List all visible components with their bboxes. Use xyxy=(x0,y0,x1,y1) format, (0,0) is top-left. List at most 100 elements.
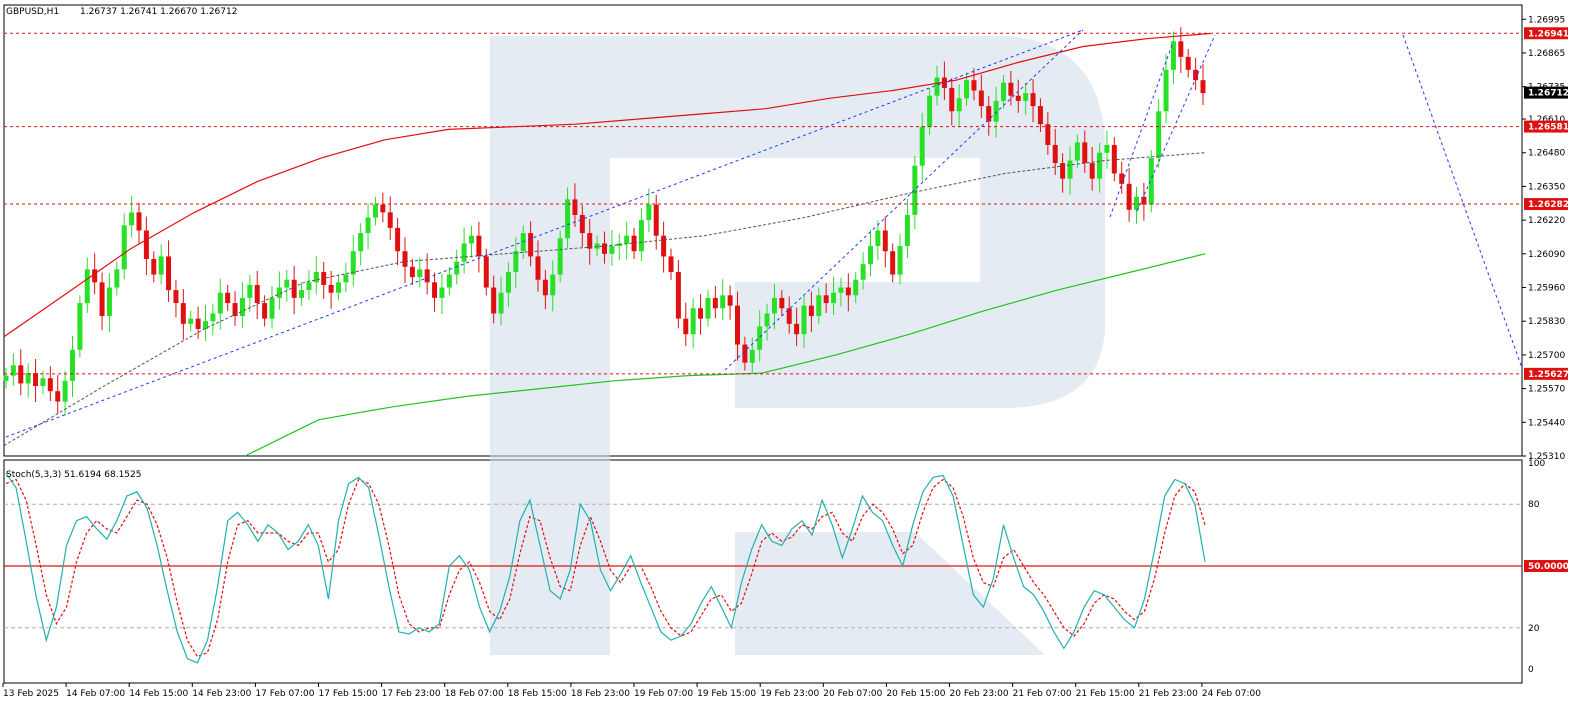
x-tick-label: 20 Feb 15:00 xyxy=(886,689,945,699)
candle xyxy=(203,321,208,329)
x-tick-label: 19 Feb 23:00 xyxy=(760,689,819,699)
candle xyxy=(971,80,977,91)
y-tick-label: 1.26090 xyxy=(1528,250,1565,260)
candle xyxy=(550,274,556,296)
candle xyxy=(395,227,401,252)
x-tick-label: 24 Feb 07:00 xyxy=(1202,689,1261,699)
stochastic-label: Stoch(5,3,3) 51.6194 68.1525 xyxy=(6,470,141,480)
candle xyxy=(158,256,164,275)
candle xyxy=(557,238,563,275)
candle xyxy=(1030,93,1036,107)
candle xyxy=(727,295,733,306)
candle xyxy=(904,214,910,247)
candle xyxy=(579,214,585,234)
candle xyxy=(299,290,305,298)
y-tick-label: 1.25960 xyxy=(1528,284,1565,294)
x-tick-label: 17 Feb 23:00 xyxy=(382,689,441,699)
price-level-tag xyxy=(1524,198,1568,211)
candle xyxy=(210,313,216,322)
candle xyxy=(860,264,866,280)
candle xyxy=(949,87,955,112)
candle xyxy=(387,212,393,228)
x-tick-label: 14 Feb 07:00 xyxy=(66,689,125,699)
candle xyxy=(70,349,75,381)
y-tick-label: 1.26480 xyxy=(1528,149,1565,159)
candle xyxy=(358,233,364,252)
candle xyxy=(380,204,386,213)
candle xyxy=(47,378,53,392)
candle xyxy=(882,230,888,252)
x-tick-label: 14 Feb 15:00 xyxy=(129,689,188,699)
candle xyxy=(668,256,674,272)
candle xyxy=(173,290,179,304)
x-tick-label: 17 Feb 15:00 xyxy=(319,689,378,699)
candle xyxy=(771,297,777,314)
candle xyxy=(350,251,356,275)
price-level-value: 1.25627 xyxy=(1528,370,1569,380)
x-tick-label: 17 Feb 07:00 xyxy=(255,689,314,699)
stochastic-level-label: 80 xyxy=(1528,500,1540,510)
candle xyxy=(912,165,918,215)
candle xyxy=(33,373,39,387)
candle xyxy=(742,344,748,363)
candle xyxy=(845,287,851,296)
candle xyxy=(195,318,201,329)
candle xyxy=(1060,163,1066,179)
candle xyxy=(786,308,792,324)
forecast-line xyxy=(1402,34,1523,369)
y-tick-label: 1.25700 xyxy=(1528,351,1565,361)
candle xyxy=(10,365,16,376)
y-tick-label: 1.26350 xyxy=(1528,182,1565,192)
y-tick-label: 1.26995 xyxy=(1528,15,1565,25)
candle xyxy=(646,204,652,221)
candle xyxy=(520,233,526,252)
candle xyxy=(491,287,497,314)
candle xyxy=(461,243,467,262)
candle xyxy=(1148,157,1154,205)
candle xyxy=(84,269,90,304)
candle xyxy=(675,271,681,319)
candle xyxy=(1008,82,1014,96)
candle xyxy=(764,313,770,327)
price-level-tag xyxy=(1524,27,1568,40)
candle xyxy=(188,318,194,324)
x-tick-label: 19 Feb 07:00 xyxy=(634,689,693,699)
candle xyxy=(535,256,541,280)
candle xyxy=(705,297,711,319)
candle xyxy=(1097,152,1103,179)
candle xyxy=(402,251,408,267)
candle xyxy=(254,284,260,304)
upper-band-line xyxy=(3,32,1211,338)
candle xyxy=(1067,160,1073,179)
candle xyxy=(1015,95,1021,101)
x-tick-label: 18 Feb 15:00 xyxy=(508,689,567,699)
stochastic-level-label: 20 xyxy=(1528,624,1540,634)
forecast-line xyxy=(724,29,1084,371)
candle xyxy=(978,90,984,107)
candle xyxy=(587,233,593,249)
candle xyxy=(25,373,31,384)
candle xyxy=(698,308,704,319)
x-tick-label: 19 Feb 15:00 xyxy=(697,689,756,699)
candle xyxy=(927,95,933,127)
candle xyxy=(1089,163,1095,179)
candle xyxy=(831,292,837,304)
candle xyxy=(624,235,630,244)
candle xyxy=(247,284,253,298)
candle xyxy=(720,295,726,309)
candle xyxy=(291,279,297,298)
y-tick-label: 1.25830 xyxy=(1528,317,1565,327)
candle xyxy=(1170,41,1176,70)
candle xyxy=(934,77,940,96)
ohlc-readout: 1.26737 1.26741 1.26670 1.26712 xyxy=(80,7,237,17)
candle xyxy=(609,246,615,254)
price-level-value: 1.26941 xyxy=(1528,29,1569,39)
candle xyxy=(269,297,275,319)
candle xyxy=(690,308,696,335)
candle xyxy=(1023,93,1029,101)
candle xyxy=(1082,142,1088,164)
candle xyxy=(616,243,622,247)
candle xyxy=(62,380,68,402)
